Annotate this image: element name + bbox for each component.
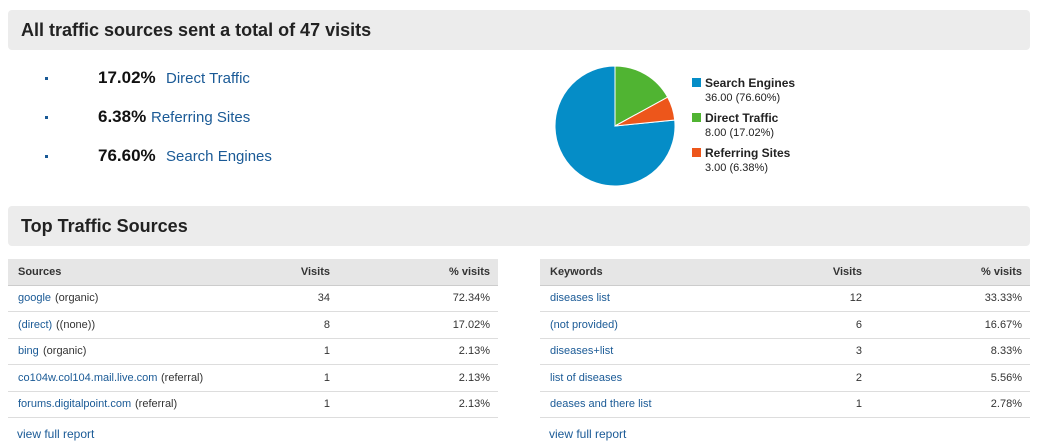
visits-cell: 3 <box>855 345 862 357</box>
table-header <box>540 259 1030 286</box>
summary-link[interactable]: Referring Sites <box>151 109 251 126</box>
row-separator <box>540 337 1030 339</box>
row-separator <box>8 337 498 339</box>
summary-link[interactable]: Direct Traffic <box>166 70 250 87</box>
visits-cell: 1 <box>323 345 330 357</box>
summary-percent: 17.02% <box>98 68 156 87</box>
percent-cell: 17.02% <box>452 318 490 331</box>
legend-label: Direct Traffic <box>705 111 779 125</box>
percent-cell: 16.67% <box>984 318 1022 331</box>
legend-swatch <box>692 148 701 157</box>
source-link[interactable]: google <box>18 292 52 304</box>
visits-cell: 6 <box>855 318 862 331</box>
visits-cell: 34 <box>317 292 330 304</box>
summary-percent: 76.60% <box>98 146 156 165</box>
keyword-link[interactable]: diseases list <box>550 292 610 304</box>
legend-swatch <box>692 78 701 87</box>
view-full-report[interactable]: view full report <box>17 427 95 441</box>
source-medium: ((none)) <box>56 318 96 331</box>
pie-chart: Search Engines 36.00 (76.60%) Direct Traff… <box>554 65 795 187</box>
table-header <box>8 259 498 286</box>
percent-cell: 2.78% <box>990 398 1022 410</box>
source-link[interactable]: co104w.col104.mail.live.com <box>18 371 158 384</box>
percent-cell: 72.34% <box>452 292 490 304</box>
source-medium: (referral) <box>135 398 178 410</box>
pie-slice <box>614 96 676 127</box>
section-bar <box>8 206 1030 246</box>
row-separator <box>8 311 498 312</box>
legend-value: 36.00 (76.60%) <box>705 92 780 104</box>
visits-cell: 1 <box>323 371 330 384</box>
legend-swatch <box>692 113 701 122</box>
table-heading: % visits <box>981 266 1022 278</box>
keyword-link[interactable]: list of diseases <box>550 371 623 384</box>
section-title: Top Traffic Sources <box>21 216 188 236</box>
bullet <box>45 116 48 119</box>
visits-cell: 2 <box>855 371 862 384</box>
row-separator <box>540 390 1030 392</box>
bullet <box>45 155 48 158</box>
source-medium: (referral) <box>161 371 204 384</box>
legend-label: Search Engines <box>705 76 795 90</box>
pie-slice <box>554 65 676 187</box>
table-heading: % visits <box>449 266 490 278</box>
source-link[interactable]: bing <box>18 345 39 357</box>
row-separator <box>8 417 498 418</box>
row-separator <box>540 417 1030 418</box>
legend-label: Referring Sites <box>705 146 791 160</box>
legend-value: 8.00 (17.02%) <box>705 127 774 139</box>
visits-cell: 12 <box>849 292 862 304</box>
row-separator <box>540 311 1030 312</box>
percent-cell: 8.33% <box>990 345 1022 357</box>
summary-link[interactable]: Search Engines <box>166 148 272 165</box>
keyword-link[interactable]: (not provided) <box>550 318 618 331</box>
view-full-report[interactable]: view full report <box>549 427 627 441</box>
percent-cell: 2.13% <box>458 371 490 384</box>
table-heading: Visits <box>300 266 330 278</box>
legend-value: 3.00 (6.38%) <box>705 162 768 174</box>
bullet <box>45 77 48 80</box>
source-link[interactable]: (direct) <box>18 318 53 331</box>
pie-slice <box>614 65 669 127</box>
header-title: All traffic sources sent a total of 47 v… <box>21 20 372 40</box>
row-separator <box>540 364 1030 365</box>
visits-cell: 1 <box>855 398 862 410</box>
visits-cell: 8 <box>323 318 330 331</box>
visits-cell: 1 <box>323 398 330 410</box>
percent-cell: 33.33% <box>984 292 1022 304</box>
source-link[interactable]: forums.digitalpoint.com <box>18 398 132 410</box>
source-medium: (organic) <box>43 345 87 357</box>
percent-cell: 2.13% <box>458 345 490 357</box>
percent-cell: 2.13% <box>458 398 490 410</box>
header-bar <box>8 10 1030 50</box>
table-heading: Sources <box>18 266 62 278</box>
row-separator <box>8 390 498 392</box>
keyword-link[interactable]: diseases+list <box>550 345 614 357</box>
row-separator <box>8 364 498 365</box>
summary-percent: 6.38% <box>98 107 147 126</box>
table-heading: Keywords <box>550 266 603 278</box>
percent-cell: 5.56% <box>990 371 1022 384</box>
table-heading: Visits <box>832 266 862 278</box>
keyword-link[interactable]: deases and there list <box>550 398 652 410</box>
source-medium: (organic) <box>55 292 99 304</box>
